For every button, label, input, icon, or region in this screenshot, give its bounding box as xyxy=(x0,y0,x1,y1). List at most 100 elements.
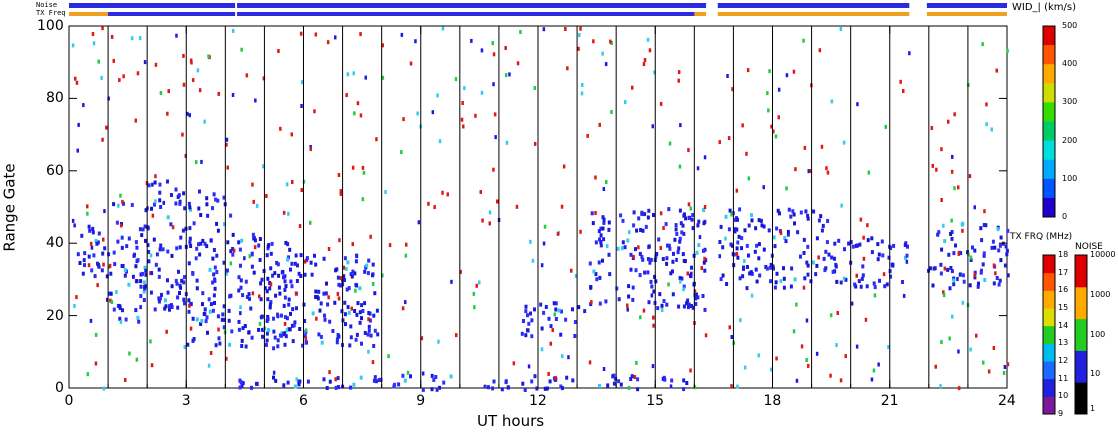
echo-point xyxy=(595,277,599,282)
echo-point xyxy=(676,250,680,255)
echo-point xyxy=(738,207,742,212)
echo-point xyxy=(830,99,834,104)
echo-point xyxy=(884,124,887,129)
echo-point xyxy=(87,224,91,229)
echo-point xyxy=(336,376,340,381)
colorbar-main-cell xyxy=(1043,197,1055,218)
echo-point xyxy=(151,213,155,218)
echo-point xyxy=(218,341,222,346)
echo-point xyxy=(360,316,363,321)
echo-point xyxy=(526,328,530,333)
echo-point xyxy=(795,378,799,383)
echo-point xyxy=(427,201,430,206)
echo-point xyxy=(685,301,689,306)
echo-point xyxy=(682,284,686,289)
x-tick-label: 9 xyxy=(416,393,426,409)
echo-point xyxy=(1004,244,1008,249)
echo-point xyxy=(277,273,281,278)
echo-point xyxy=(88,228,92,233)
echo-point xyxy=(280,270,284,275)
echo-point xyxy=(420,336,424,341)
echo-point xyxy=(337,296,341,301)
echo-point xyxy=(288,247,292,252)
echo-point xyxy=(803,276,807,281)
echo-point xyxy=(987,369,991,374)
echo-point xyxy=(619,213,623,218)
echo-point xyxy=(772,235,776,240)
colorbar-main-tick-label: 400 xyxy=(1062,59,1078,69)
echo-point xyxy=(599,243,603,248)
echo-point xyxy=(417,220,421,225)
echo-point xyxy=(533,141,537,146)
echo-point xyxy=(668,246,672,251)
echo-point xyxy=(819,214,823,219)
echo-point xyxy=(287,211,290,216)
echo-point xyxy=(671,269,674,274)
echo-point xyxy=(118,304,122,309)
echo-point xyxy=(182,82,186,87)
echo-point xyxy=(704,333,708,338)
echo-point xyxy=(123,268,127,273)
echo-point xyxy=(211,256,215,261)
echo-point xyxy=(590,300,593,305)
echo-point xyxy=(553,312,556,317)
colorbar-txfreq-cell xyxy=(1043,272,1055,291)
echo-point xyxy=(325,281,328,286)
echo-point xyxy=(672,251,675,256)
echo-point xyxy=(741,274,745,279)
echo-point xyxy=(349,272,353,277)
echo-point xyxy=(685,381,689,385)
echo-point xyxy=(943,239,947,244)
echo-point xyxy=(181,228,185,233)
echo-point xyxy=(363,331,367,335)
echo-point xyxy=(872,368,876,373)
echo-point xyxy=(973,248,977,253)
echo-point xyxy=(270,241,274,246)
echo-point xyxy=(371,273,374,278)
echo-point xyxy=(770,367,773,372)
echo-point xyxy=(759,218,763,223)
echo-point xyxy=(736,384,739,389)
colorbar-main-tick-label: 300 xyxy=(1062,97,1078,107)
echo-point xyxy=(134,308,138,313)
echo-point xyxy=(812,209,816,214)
echo-point xyxy=(159,91,163,95)
echo-point xyxy=(102,237,105,242)
echo-point xyxy=(776,208,780,213)
echo-point xyxy=(117,203,120,208)
echo-point xyxy=(152,237,156,242)
echo-point xyxy=(612,381,616,386)
echo-point xyxy=(512,361,516,366)
echo-point xyxy=(297,271,301,276)
echo-point xyxy=(992,346,996,350)
echo-point xyxy=(283,321,287,326)
echo-point xyxy=(325,386,329,390)
echo-point xyxy=(928,266,932,271)
echo-point xyxy=(103,246,107,251)
echo-point xyxy=(492,52,496,57)
echo-point xyxy=(748,271,752,276)
echo-point xyxy=(731,87,734,92)
echo-point xyxy=(646,270,650,275)
echo-point xyxy=(361,165,365,170)
echo-point xyxy=(150,271,154,276)
echo-point xyxy=(292,323,296,328)
echo-point xyxy=(319,301,323,306)
echo-point xyxy=(665,261,669,266)
echo-point xyxy=(718,140,721,145)
echo-point xyxy=(1002,371,1006,375)
echo-point xyxy=(948,286,952,291)
echo-point xyxy=(719,277,723,282)
echo-point xyxy=(984,223,988,228)
echo-point xyxy=(679,123,682,128)
y-axis-label: Range Gate xyxy=(0,163,19,252)
echo-point xyxy=(557,308,561,313)
echo-point xyxy=(276,344,280,349)
echo-point xyxy=(626,307,629,312)
echo-point xyxy=(258,321,262,326)
echo-point xyxy=(178,245,182,250)
echo-point xyxy=(973,272,976,277)
echo-point xyxy=(762,185,765,190)
echo-point xyxy=(728,208,732,213)
echo-point xyxy=(110,300,114,304)
